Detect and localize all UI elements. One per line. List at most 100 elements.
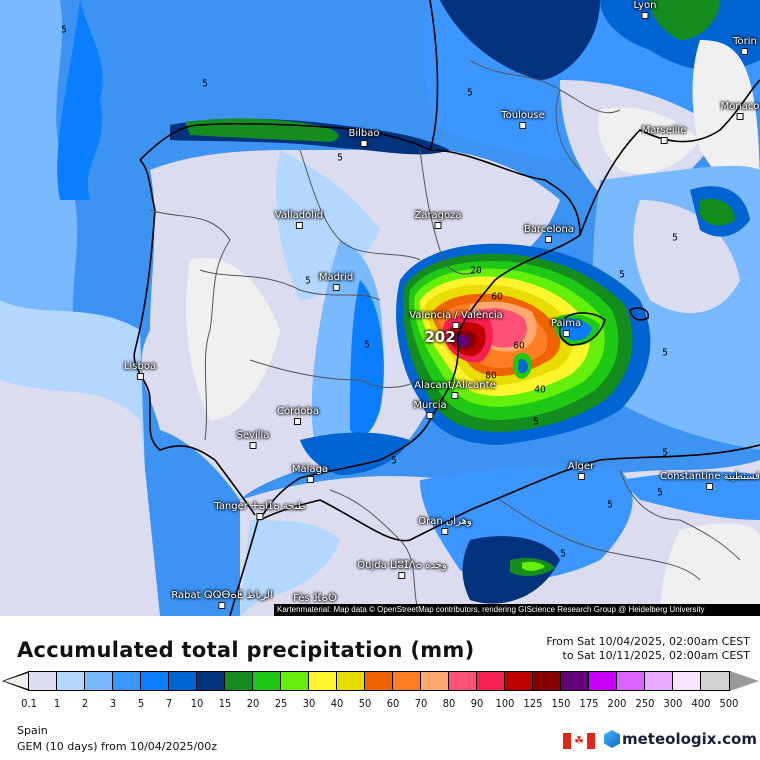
city-marker[interactable]: Rabat ⵕⵕⴱⴰⵟ الرباط	[171, 590, 273, 609]
contour-label: 5	[662, 447, 668, 459]
color-swatch	[253, 672, 281, 690]
city-marker[interactable]: Palma	[551, 318, 581, 337]
city-marker[interactable]: Torin	[733, 36, 757, 55]
city-marker[interactable]: Constantine قسنطينة	[660, 471, 760, 490]
city-dot-icon	[577, 473, 585, 480]
color-swatch	[281, 672, 309, 690]
color-swatch	[449, 672, 477, 690]
city-dot-icon	[441, 528, 449, 535]
city-dot-icon	[519, 122, 527, 129]
color-swatch	[57, 672, 85, 690]
scale-tick-label: 60	[386, 697, 400, 710]
city-marker[interactable]: Oran وهران	[418, 516, 472, 535]
contour-label: 5	[391, 455, 397, 467]
scale-tick-label: 300	[663, 697, 683, 710]
city-marker[interactable]: Barcelona	[524, 224, 574, 243]
meteologix-logo-icon	[604, 730, 620, 748]
city-name: Alacant/Alicante	[414, 380, 496, 391]
city-marker[interactable]: Toulouse	[501, 110, 545, 129]
city-name: Oujda ⵡⵓⵊⴷⴰ وجدة	[357, 560, 447, 571]
city-dot-icon	[136, 373, 144, 380]
scale-tick-label: 5	[137, 697, 145, 710]
scale-tick-label: 7	[165, 697, 173, 710]
city-marker[interactable]: Alacant/Alicante	[414, 380, 496, 399]
precipitation-field	[0, 0, 760, 616]
contour-label: 5	[305, 275, 311, 287]
city-marker[interactable]: Bilbao	[348, 128, 380, 147]
city-marker[interactable]: Lyon	[633, 0, 657, 19]
color-swatch	[617, 672, 645, 690]
city-marker[interactable]: Sevilla	[237, 430, 269, 449]
scale-tick-label: 25	[274, 697, 288, 710]
city-dot-icon	[641, 12, 649, 19]
city-name: Torin	[733, 36, 757, 47]
scale-tick-label: 40	[330, 697, 344, 710]
contour-label: 5	[619, 269, 625, 281]
city-name: Monaco	[720, 101, 760, 112]
scale-tick-label: 70	[414, 697, 428, 710]
city-marker[interactable]: Murcia	[413, 400, 447, 419]
color-swatch	[393, 672, 421, 690]
city-marker[interactable]: Alger	[568, 461, 594, 480]
legend-over-arrow	[730, 671, 759, 691]
city-name: Valencia / València	[409, 310, 503, 321]
city-marker[interactable]: Zaragoza	[414, 210, 462, 229]
canada-flag-icon: ☘	[563, 733, 595, 749]
contour-label: 5	[61, 24, 67, 36]
color-swatch	[309, 672, 337, 690]
contour-label: 60	[513, 340, 525, 352]
model-run-label: GEM (10 days) from 10/04/2025/00z	[17, 740, 217, 753]
city-marker[interactable]: Valencia / València	[409, 310, 503, 329]
precipitation-map[interactable]: Lyon Torin Monaco Bilbao Toulouse Marseille Va…	[0, 0, 760, 616]
color-swatch	[645, 672, 673, 690]
city-dot-icon	[249, 442, 257, 449]
city-marker[interactable]: Monaco	[720, 101, 760, 120]
city-name: Marseille	[641, 125, 687, 136]
city-dot-icon	[452, 322, 460, 329]
color-scale-ticks: 0.1 1 2 3 5 7 10 15 20 25 30 40 50 60 70 80 90 100 125 150 1…	[0, 697, 760, 711]
city-marker[interactable]: Madrid	[319, 272, 353, 291]
map-attribution: Kartenmaterial: Map data © OpenStreetMap…	[274, 604, 760, 616]
scale-tick-label: 30	[302, 697, 316, 710]
color-swatch	[673, 672, 701, 690]
city-dot-icon	[741, 48, 749, 55]
city-dot-icon	[218, 602, 226, 609]
city-name: Oran وهران	[418, 516, 472, 527]
city-name: Toulouse	[501, 110, 545, 121]
city-name: Córdoba	[277, 406, 319, 417]
region-label: Spain	[17, 724, 48, 737]
city-dot-icon	[451, 392, 459, 399]
color-swatch	[701, 672, 729, 690]
city-marker[interactable]: Lisboa	[124, 361, 156, 380]
color-swatch	[505, 672, 533, 690]
city-name: Lisboa	[123, 361, 157, 372]
color-swatch	[29, 672, 57, 690]
color-swatch	[225, 672, 253, 690]
scale-tick-label: 2	[81, 697, 89, 710]
city-dot-icon	[398, 572, 406, 579]
city-marker[interactable]: Tanger ⵜⴰⵏⵊⴰ طنجة	[214, 501, 306, 520]
color-swatch	[197, 672, 225, 690]
city-name: Alger	[567, 461, 595, 472]
city-name: Fès ⴼⴰⵙ	[293, 593, 337, 604]
color-swatch	[533, 672, 561, 690]
meteologix-logo[interactable]: meteologix.com	[604, 730, 757, 748]
color-swatch	[421, 672, 449, 690]
city-dot-icon	[360, 140, 368, 147]
scale-tick-label: 3	[109, 697, 117, 710]
city-marker[interactable]: Valladolid	[275, 210, 323, 229]
max-precip-label: 202	[424, 328, 456, 346]
color-swatch	[113, 672, 141, 690]
period-to: to Sat 10/11/2025, 02:00am CEST	[562, 649, 750, 662]
city-marker[interactable]: Córdoba	[277, 406, 319, 425]
scale-tick-label: 250	[635, 697, 655, 710]
city-marker[interactable]: Oujda ⵡⵓⵊⴷⴰ وجدة	[357, 560, 447, 579]
contour-label: 5	[467, 87, 473, 99]
color-swatch	[589, 672, 617, 690]
contour-label: 5	[607, 499, 613, 511]
contour-label: 20	[470, 265, 482, 277]
city-dot-icon	[306, 476, 314, 483]
city-marker[interactable]: Marseille	[641, 125, 687, 144]
city-marker[interactable]: Málaga	[292, 464, 328, 483]
color-swatch	[141, 672, 169, 690]
